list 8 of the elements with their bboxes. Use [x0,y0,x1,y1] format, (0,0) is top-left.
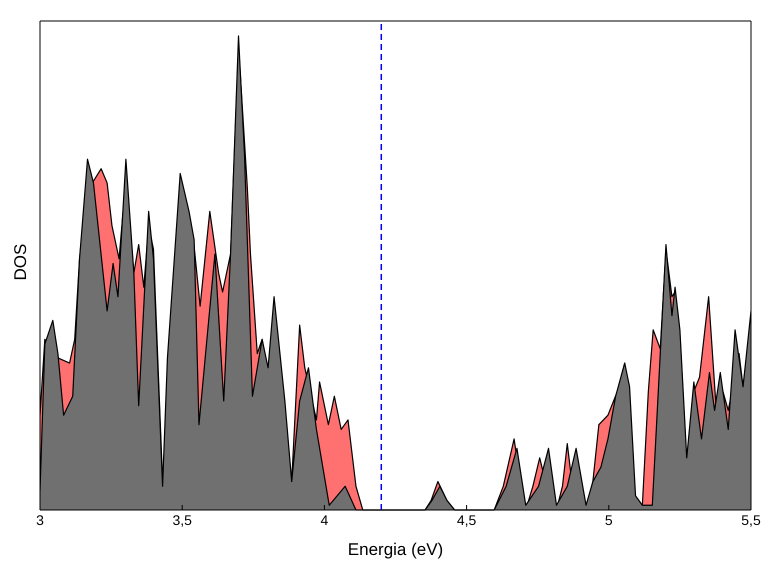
x-tick-label: 5,5 [741,512,761,528]
y-axis-title: DOS [11,244,30,280]
x-tick-label: 4,5 [456,512,477,528]
x-tick-label: 3 [36,512,44,528]
x-tick-label: 5 [604,512,613,528]
x-tick-label: 4 [320,512,328,528]
x-tick-label: 3,5 [172,512,192,528]
x-axis-title: Energia (eV) [348,540,444,559]
